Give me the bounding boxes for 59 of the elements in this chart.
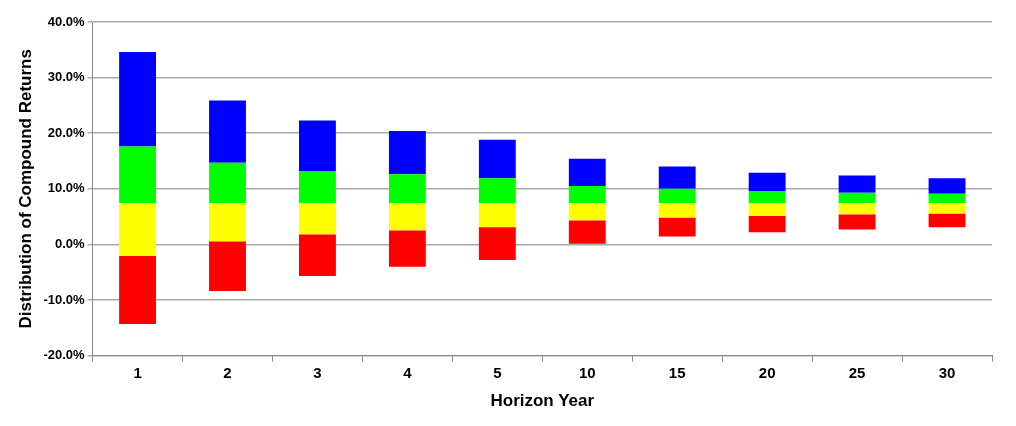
bar (478, 227, 516, 260)
bar (838, 203, 876, 215)
bar (928, 213, 966, 228)
bar (388, 203, 426, 231)
bar (119, 52, 156, 147)
bar (209, 203, 246, 242)
bar (838, 175, 876, 193)
bar (838, 192, 876, 204)
bar (478, 139, 516, 179)
x-tick-label: 30 (938, 363, 956, 381)
x-axis-title: Horizon Year (490, 391, 595, 411)
y-tick-label: -10.0% (43, 291, 86, 307)
bar (568, 158, 606, 187)
y-tick-label: 10.0% (47, 180, 86, 196)
bar (748, 203, 786, 217)
y-tick-label: 30.0% (47, 69, 86, 85)
x-tick-label: 3 (313, 363, 322, 381)
bar (658, 203, 696, 218)
bar (209, 162, 246, 204)
bar (658, 166, 696, 189)
y-tick-label: 40.0% (47, 13, 86, 29)
bar (658, 188, 696, 204)
bar (838, 214, 876, 230)
bar (658, 217, 696, 237)
bar (568, 203, 606, 221)
bar (299, 234, 336, 277)
bar (568, 186, 606, 204)
bar (748, 172, 786, 192)
bar (388, 230, 426, 267)
x-tick-label: 15 (668, 363, 686, 381)
bar (119, 256, 156, 324)
bar (119, 146, 156, 204)
bar (388, 174, 426, 204)
bar (568, 220, 606, 244)
bar (748, 216, 786, 233)
bar (119, 203, 156, 257)
y-tick-label: 0.0% (54, 235, 86, 251)
bar (478, 178, 516, 204)
x-tick-label: 20 (758, 363, 776, 381)
bar (209, 241, 246, 292)
x-tick-label: 10 (578, 363, 596, 381)
x-tick-label: 25 (848, 363, 866, 381)
bar (928, 203, 966, 214)
bar (299, 203, 336, 235)
bar (928, 178, 966, 194)
bar (209, 100, 246, 163)
y-tick-label: 20.0% (47, 124, 86, 140)
x-tick-label: 2 (223, 363, 232, 381)
bar (928, 193, 966, 204)
x-tick-label: 4 (403, 363, 413, 381)
bar (299, 171, 336, 204)
y-tick-label: -20.0% (43, 347, 86, 363)
bar (478, 203, 516, 228)
y-axis-title: Distribution of Compound Returns (15, 49, 35, 329)
bar (388, 130, 426, 175)
bar (748, 191, 786, 204)
x-tick-label: 5 (493, 363, 502, 381)
bar (299, 120, 336, 172)
x-tick-label: 1 (133, 363, 142, 381)
